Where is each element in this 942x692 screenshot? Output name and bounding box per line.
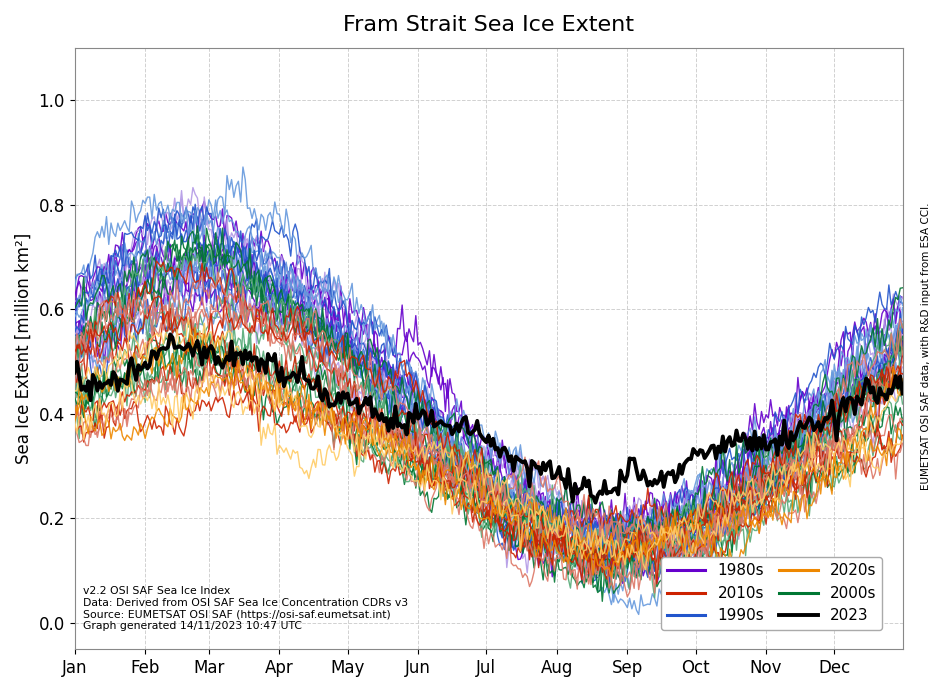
Y-axis label: Sea Ice Extent [million km²]: Sea Ice Extent [million km²] [15, 233, 33, 464]
Text: EUMETSAT OSI SAF data, with R&D input from ESA CCI.: EUMETSAT OSI SAF data, with R&D input fr… [920, 202, 931, 490]
Text: v2.2 OSI SAF Sea Ice Index
Data: Derived from OSI SAF Sea Ice Concentration CDRs: v2.2 OSI SAF Sea Ice Index Data: Derived… [83, 586, 408, 631]
Legend: 1980s, 2010s, 1990s, 2020s, 2000s, 2023: 1980s, 2010s, 1990s, 2020s, 2000s, 2023 [661, 557, 883, 630]
Title: Fram Strait Sea Ice Extent: Fram Strait Sea Ice Extent [343, 15, 634, 35]
